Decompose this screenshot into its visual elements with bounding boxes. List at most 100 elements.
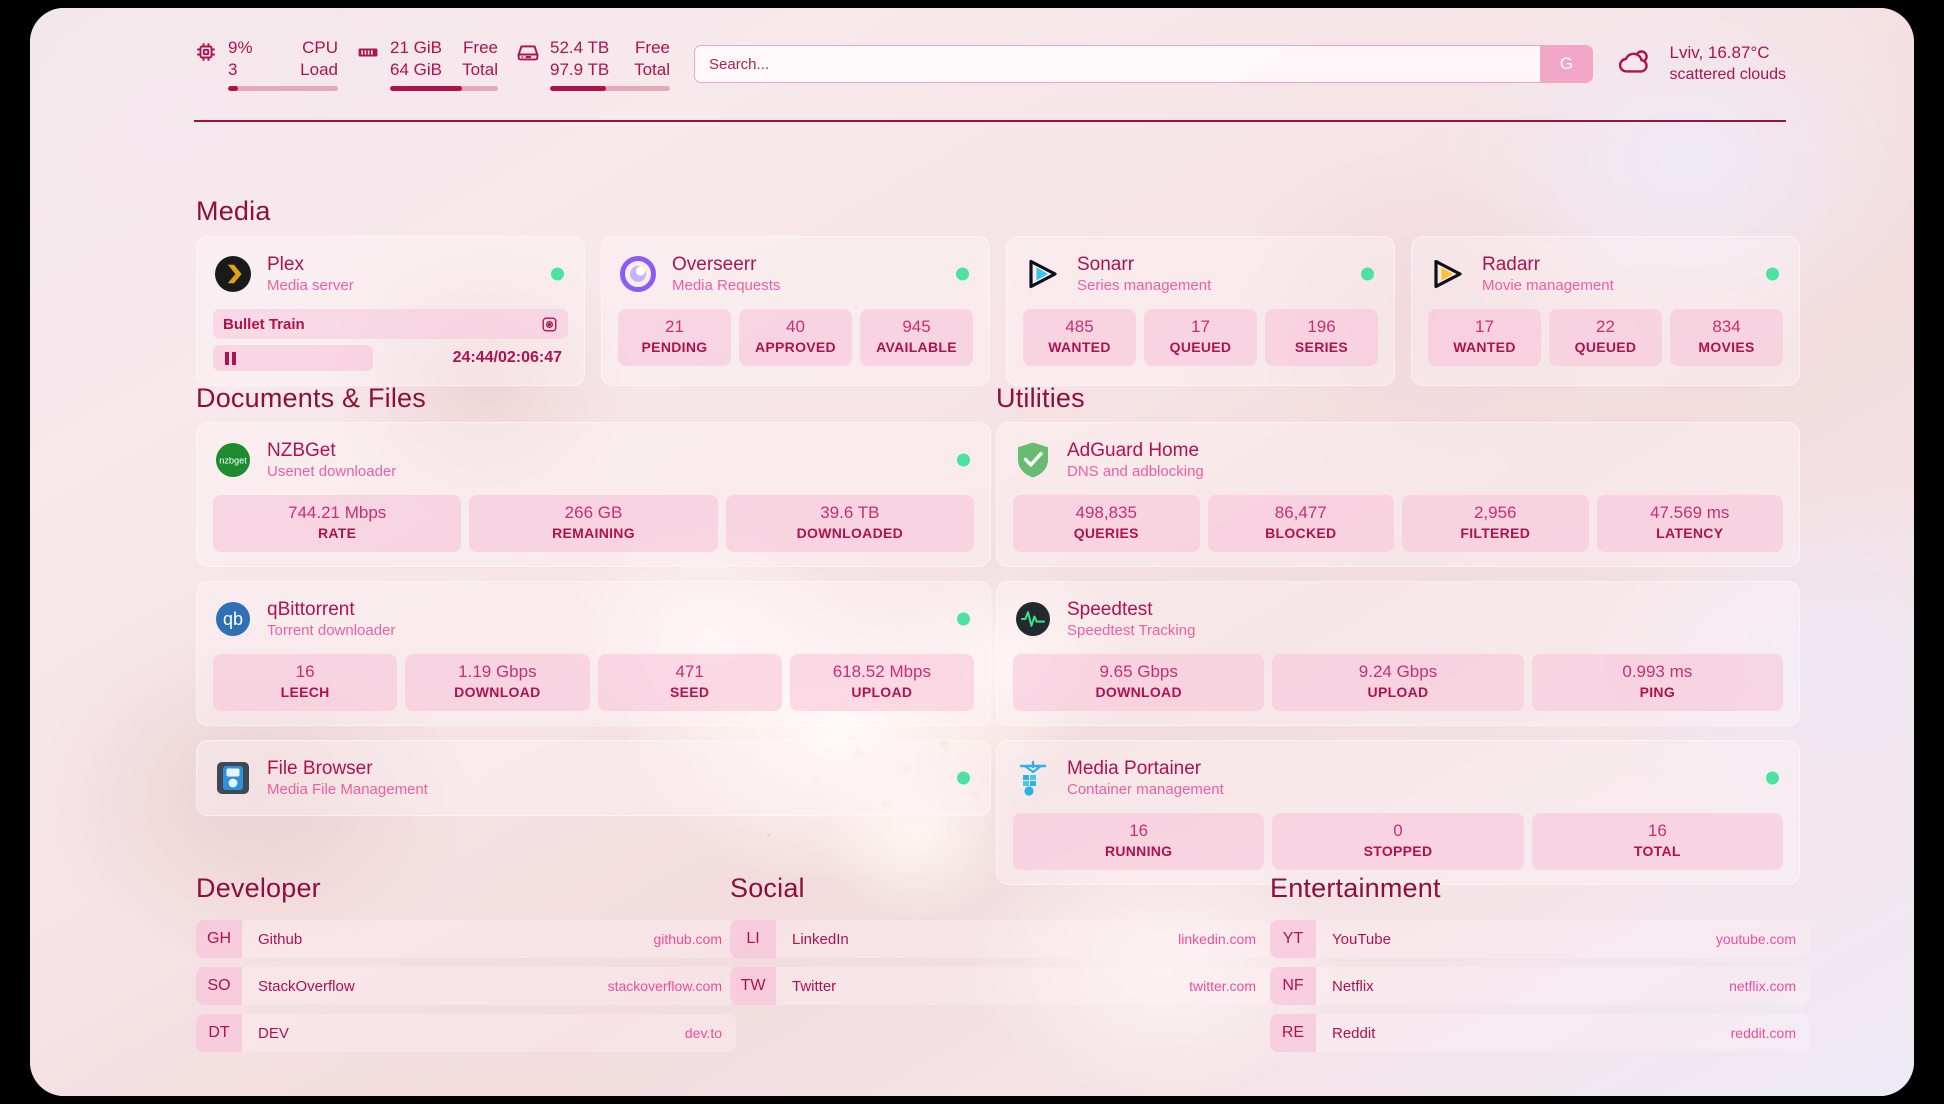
section-title-utilities: Utilities <box>996 383 1085 413</box>
bookmark-item-twitter[interactable]: TW Twitter twitter.com <box>730 967 1270 1005</box>
service-name: Radarr <box>1482 253 1541 275</box>
card-header: Overseerr Media Requests <box>618 251 973 297</box>
status-badge <box>1766 267 1779 281</box>
system-stat-storage[interactable]: 52.4 TB Free 97.9 TB Total <box>516 37 670 91</box>
service-name: NZBGet <box>267 439 336 461</box>
cpu-label-top: CPU <box>302 38 338 57</box>
service-card-speedtest[interactable]: Speedtest Speedtest Tracking 9.65 Gbps D… <box>996 581 1800 726</box>
stat-tile: 2,956 FILTERED <box>1402 495 1589 552</box>
service-subtitle: Series management <box>1077 276 1212 294</box>
service-subtitle: Movie management <box>1482 276 1614 294</box>
stat-label: PENDING <box>641 339 708 355</box>
section-title-documents: Documents & Files <box>196 383 426 413</box>
weather-widget[interactable]: Lviv, 16.87°C scattered clouds <box>1617 42 1786 86</box>
bookmark-abbr: SO <box>196 967 242 1005</box>
cast-icon[interactable] <box>541 316 558 333</box>
status-badge <box>1766 771 1779 785</box>
memory-value-top: 21 GiB <box>390 38 442 57</box>
stat-tile: 0 STOPPED <box>1272 813 1524 870</box>
bookmark-url: dev.to <box>684 1025 722 1041</box>
card-header: qb qBittorrent Torrent downloader <box>213 596 974 642</box>
bookmark-name: Twitter <box>792 977 837 995</box>
stat-label: QUERIES <box>1073 525 1139 541</box>
stat-row: 9.65 Gbps DOWNLOAD 9.24 Gbps UPLOAD 0.99… <box>1013 654 1783 711</box>
now-playing-time: 24:44/02:06:47 <box>453 349 568 367</box>
service-card-file-browser[interactable]: File Browser Media File Management <box>196 740 991 816</box>
bookmark-name: LinkedIn <box>792 930 849 948</box>
status-badge <box>551 267 564 281</box>
bookmark-item-dev[interactable]: DT DEV dev.to <box>196 1014 736 1052</box>
service-name: AdGuard Home <box>1067 439 1200 461</box>
stat-tile: 9.65 Gbps DOWNLOAD <box>1013 654 1265 711</box>
bookmark-group-title: Entertainment <box>1270 873 1441 903</box>
service-name: Media Portainer <box>1067 757 1202 779</box>
system-stat-cpu[interactable]: 9% CPU 3 Load <box>194 37 338 91</box>
service-card-radarr[interactable]: Radarr Movie management 17 WANTED 22 QUE… <box>1411 236 1800 386</box>
pause-button[interactable] <box>213 345 373 371</box>
stat-row: 17 WANTED 22 QUEUED 834 MOVIES <box>1428 309 1783 366</box>
card-header: AdGuard Home DNS and adblocking <box>1013 437 1783 483</box>
bookmark-group-social: Social LI LinkedIn linkedin.com TW Twitt… <box>730 873 1270 1005</box>
search-input[interactable] <box>695 46 1541 82</box>
card-header: File Browser Media File Management <box>213 755 974 801</box>
stat-value: 485 <box>1065 317 1094 336</box>
bookmark-item-linkedin[interactable]: LI LinkedIn linkedin.com <box>730 920 1270 958</box>
bookmark-abbr: YT <box>1270 920 1316 958</box>
bookmark-name: Netflix <box>1332 977 1374 995</box>
search-box[interactable]: G <box>694 45 1594 83</box>
stat-tile: 0.993 ms PING <box>1531 654 1783 711</box>
service-card-sonarr[interactable]: Sonarr Series management 485 WANTED 17 Q… <box>1006 236 1395 386</box>
dashboard-window: 9% CPU 3 Load <box>30 8 1914 1096</box>
service-subtitle: Usenet downloader <box>267 462 397 480</box>
stat-value: 16 <box>1129 821 1149 840</box>
documents-card-column: nzbget NZBGet Usenet downloader 744.21 M… <box>196 422 991 816</box>
service-card-media-portainer[interactable]: Media Portainer Container management 16 … <box>996 740 1800 885</box>
bookmark-abbr: DT <box>196 1014 242 1052</box>
service-card-adguard-home[interactable]: AdGuard Home DNS and adblocking 498,835 … <box>996 422 1800 567</box>
search-area: G <box>694 45 1594 83</box>
stat-value: 471 <box>675 662 704 681</box>
stat-tile: 744.21 Mbps RATE <box>213 495 462 552</box>
stat-value: 0.993 ms <box>1622 662 1693 681</box>
utilities-card-column: AdGuard Home DNS and adblocking 498,835 … <box>996 422 1800 885</box>
cloud-icon <box>1617 47 1655 82</box>
stat-value: 196 <box>1307 317 1336 336</box>
stat-tile: 266 GB REMAINING <box>469 495 718 552</box>
service-card-qbittorrent[interactable]: qb qBittorrent Torrent downloader 16 LEE… <box>196 581 991 726</box>
stat-row: 16 LEECH 1.19 Gbps DOWNLOAD 471 SEED 618… <box>213 654 974 711</box>
bookmark-item-youtube[interactable]: YT YouTube youtube.com <box>1270 920 1810 958</box>
bookmark-url: github.com <box>653 931 722 947</box>
storage-label-bottom: Total <box>634 60 670 79</box>
stat-tile: 1.19 Gbps DOWNLOAD <box>405 654 590 711</box>
stat-value: 744.21 Mbps <box>288 503 387 522</box>
search-submit-button[interactable]: G <box>1540 46 1593 82</box>
stat-row: 485 WANTED 17 QUEUED 196 SERIES <box>1023 309 1378 366</box>
stat-label: TOTAL <box>1633 843 1681 859</box>
status-badge <box>957 453 970 467</box>
cpu-usage-bar <box>228 86 338 91</box>
bookmark-item-stackoverflow[interactable]: SO StackOverflow stackoverflow.com <box>196 967 736 1005</box>
stat-label: FILTERED <box>1460 525 1531 541</box>
bookmark-item-github[interactable]: GH Github github.com <box>196 920 736 958</box>
service-card-overseerr[interactable]: Overseerr Media Requests 21 PENDING 40 A… <box>601 236 990 386</box>
service-card-nzbget[interactable]: nzbget NZBGet Usenet downloader 744.21 M… <box>196 422 991 567</box>
stat-row: 16 RUNNING 0 STOPPED 16 TOTAL <box>1013 813 1783 870</box>
service-card-plex[interactable]: Plex Media server Bullet Train <box>196 236 585 386</box>
memory-usage-bar <box>390 86 498 91</box>
svg-text:qb: qb <box>223 609 243 629</box>
stat-tile: 485 WANTED <box>1023 309 1136 366</box>
bookmark-item-reddit[interactable]: RE Reddit reddit.com <box>1270 1014 1810 1052</box>
stat-tile: 945 AVAILABLE <box>860 309 973 366</box>
status-badge <box>1361 267 1374 281</box>
bookmark-url: stackoverflow.com <box>607 978 722 994</box>
service-name: qBittorrent <box>267 598 355 620</box>
bookmark-item-netflix[interactable]: NF Netflix netflix.com <box>1270 967 1810 1005</box>
now-playing-title: Bullet Train <box>223 315 305 333</box>
system-stat-memory[interactable]: 21 GiB Free 64 GiB Total <box>356 37 498 91</box>
stat-tile: 21 PENDING <box>618 309 731 366</box>
stat-value: 9.24 Gbps <box>1358 662 1438 681</box>
stat-value: 1.19 Gbps <box>458 662 537 681</box>
stat-tile: 471 SEED <box>597 654 782 711</box>
card-header: Media Portainer Container management <box>1013 755 1783 801</box>
stat-label: QUEUED <box>1574 339 1637 355</box>
